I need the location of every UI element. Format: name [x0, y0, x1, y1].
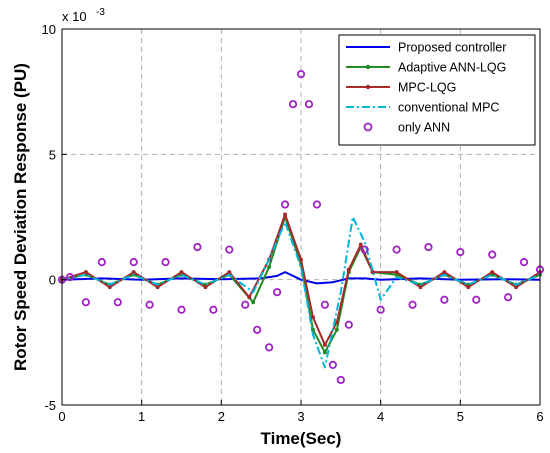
legend-label: Proposed controller [398, 41, 506, 55]
data-point [296, 70, 306, 79]
legend-item: MPC-LQG [346, 81, 456, 95]
data-point [83, 270, 88, 275]
data-point [424, 242, 433, 252]
legend-swatch [363, 122, 373, 132]
data-point [392, 245, 401, 254]
data-point [394, 270, 399, 275]
legend-marker [365, 84, 371, 90]
legend-label: only ANN [398, 121, 450, 135]
data-point [97, 258, 106, 267]
y-multiplier-exponent: -3 [96, 7, 105, 18]
data-point [344, 320, 353, 329]
y-tick-label: 5 [49, 147, 56, 162]
x-axis-title: Time(Sec) [261, 429, 342, 448]
data-point [107, 285, 112, 290]
data-point [442, 270, 447, 275]
data-point [322, 342, 327, 347]
data-point [288, 100, 298, 109]
x-tick-label: 6 [536, 409, 543, 424]
data-point [225, 245, 234, 254]
data-point [145, 300, 154, 309]
data-point [304, 100, 314, 109]
data-point [247, 295, 252, 300]
data-point [155, 285, 160, 290]
data-point [81, 298, 91, 307]
x-tick-label: 4 [377, 409, 384, 424]
data-point [346, 267, 351, 272]
data-point [179, 270, 184, 275]
legend-label: conventional MPC [398, 101, 499, 115]
data-point [177, 305, 186, 314]
data-point [336, 375, 345, 385]
legend-item: only ANN [363, 121, 450, 135]
series-line [61, 216, 541, 369]
data-point [519, 258, 529, 267]
y-tick-label: -5 [44, 398, 56, 413]
data-point [227, 270, 232, 275]
data-point [113, 298, 122, 307]
data-point [360, 245, 369, 254]
data-point [408, 300, 417, 309]
data-point [131, 270, 136, 275]
data-point [312, 200, 322, 209]
data-point [209, 305, 218, 314]
data-point [456, 247, 465, 257]
series-group [57, 70, 545, 385]
data-point [272, 288, 282, 297]
data-point [358, 242, 363, 247]
legend-item: Adaptive ANN-LQG [346, 61, 506, 75]
data-point [267, 265, 272, 270]
data-point [490, 270, 495, 275]
data-point [310, 327, 315, 332]
data-point [280, 200, 290, 209]
data-point [418, 285, 423, 290]
y-multiplier-label: x 10 [62, 9, 87, 24]
legend-marker [365, 64, 371, 70]
series-3 [61, 216, 541, 369]
legend-item: conventional MPC [346, 101, 499, 115]
data-point [253, 325, 262, 334]
data-point [376, 305, 385, 314]
data-point [193, 242, 202, 252]
data-point [241, 300, 250, 309]
legend: Proposed controller Adaptive ANN-LQG MPC-… [338, 34, 536, 146]
data-point [440, 295, 449, 304]
data-point [129, 258, 138, 267]
legend-label: Adaptive ANN-LQG [398, 61, 506, 75]
series-2 [60, 212, 542, 347]
x-tick-label: 3 [297, 409, 304, 424]
data-point [334, 320, 339, 325]
series-line [61, 271, 541, 285]
y-axis-title: Rotor Speed Deviation Response (PU) [11, 63, 30, 371]
data-point [504, 293, 513, 302]
legend-label: MPC-LQG [398, 81, 456, 95]
x-tick-label: 2 [218, 409, 225, 424]
data-point [265, 343, 274, 352]
data-point [251, 300, 256, 305]
data-point [299, 257, 303, 262]
data-point [334, 327, 339, 332]
data-point [310, 315, 315, 320]
y-tick-label: 10 [42, 22, 56, 37]
y-tick-label: 0 [49, 273, 56, 288]
data-point [65, 273, 75, 282]
data-point [328, 360, 337, 369]
data-point [514, 285, 519, 290]
data-point [161, 258, 170, 267]
x-tick-label: 0 [58, 409, 65, 424]
data-point [283, 212, 288, 217]
series-0 [61, 271, 541, 285]
x-tick-label: 5 [457, 409, 464, 424]
data-point [322, 350, 327, 355]
x-tick-label: 1 [138, 409, 145, 424]
data-point [488, 250, 497, 259]
data-point [472, 295, 481, 304]
data-point [320, 300, 329, 309]
data-point [203, 285, 208, 290]
data-point [466, 285, 471, 290]
legend-item: Proposed controller [346, 41, 506, 55]
